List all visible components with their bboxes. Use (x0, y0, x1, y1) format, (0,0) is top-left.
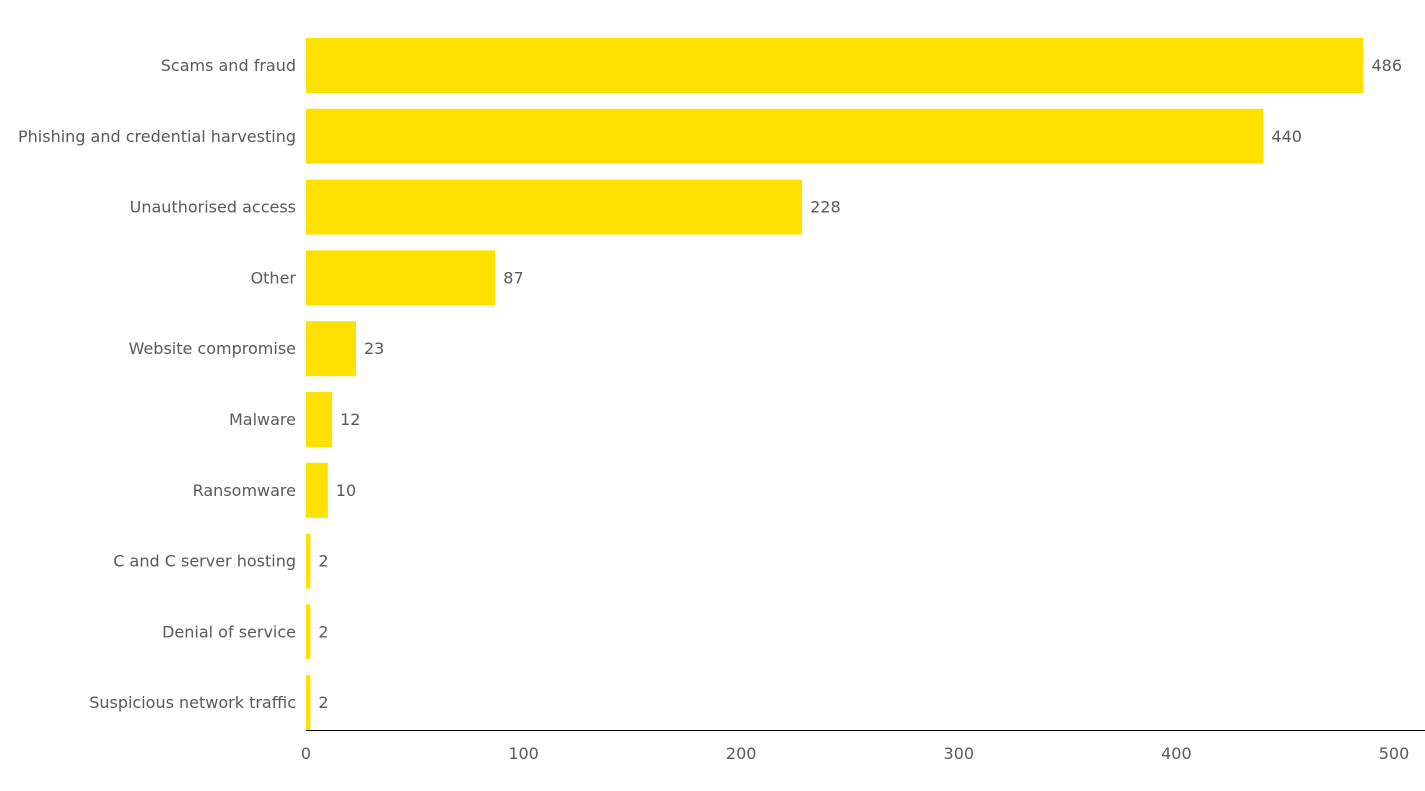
value-label: 440 (1271, 127, 1302, 146)
value-label: 2 (318, 552, 328, 571)
value-label: 87 (503, 268, 523, 287)
bar (306, 179, 803, 235)
value-label: 2 (318, 622, 328, 641)
value-label: 23 (364, 339, 384, 358)
x-tick-label: 200 (726, 744, 757, 763)
bar (306, 604, 311, 660)
value-label: 10 (336, 481, 356, 500)
bar (306, 533, 311, 589)
category-label: Ransomware (193, 481, 296, 500)
bar (306, 108, 1264, 164)
x-tick-label: 500 (1379, 744, 1410, 763)
category-label: Website compromise (129, 339, 296, 358)
category-label: Phishing and credential harvesting (18, 127, 296, 146)
x-tick-label: 100 (508, 744, 539, 763)
value-label: 228 (810, 198, 841, 217)
category-label: C and C server hosting (113, 552, 296, 571)
x-tick-label: 0 (301, 744, 311, 763)
bar (306, 392, 333, 447)
category-label: Suspicious network traffic (89, 693, 296, 712)
bars-layer (306, 38, 1364, 731)
value-label: 2 (318, 693, 328, 712)
x-axis-ticks: 0 100 200 300 400 500 (301, 744, 1409, 763)
category-label: Unauthorised access (130, 198, 296, 217)
x-tick-label: 400 (1161, 744, 1192, 763)
category-labels: Scams and fraud Phishing and credential h… (18, 56, 296, 712)
category-label: Scams and fraud (161, 56, 296, 75)
bar (306, 675, 311, 731)
category-label: Denial of service (162, 622, 296, 641)
category-label: Malware (229, 410, 296, 429)
bar (306, 462, 328, 518)
value-label: 486 (1372, 56, 1403, 75)
value-label: 12 (340, 410, 360, 429)
bar (306, 38, 1364, 93)
category-label: Other (251, 268, 297, 287)
bar (306, 321, 356, 377)
bar (306, 250, 496, 306)
x-tick-label: 300 (944, 744, 975, 763)
value-labels: 486 440 228 87 23 12 10 2 2 2 (318, 56, 1402, 712)
